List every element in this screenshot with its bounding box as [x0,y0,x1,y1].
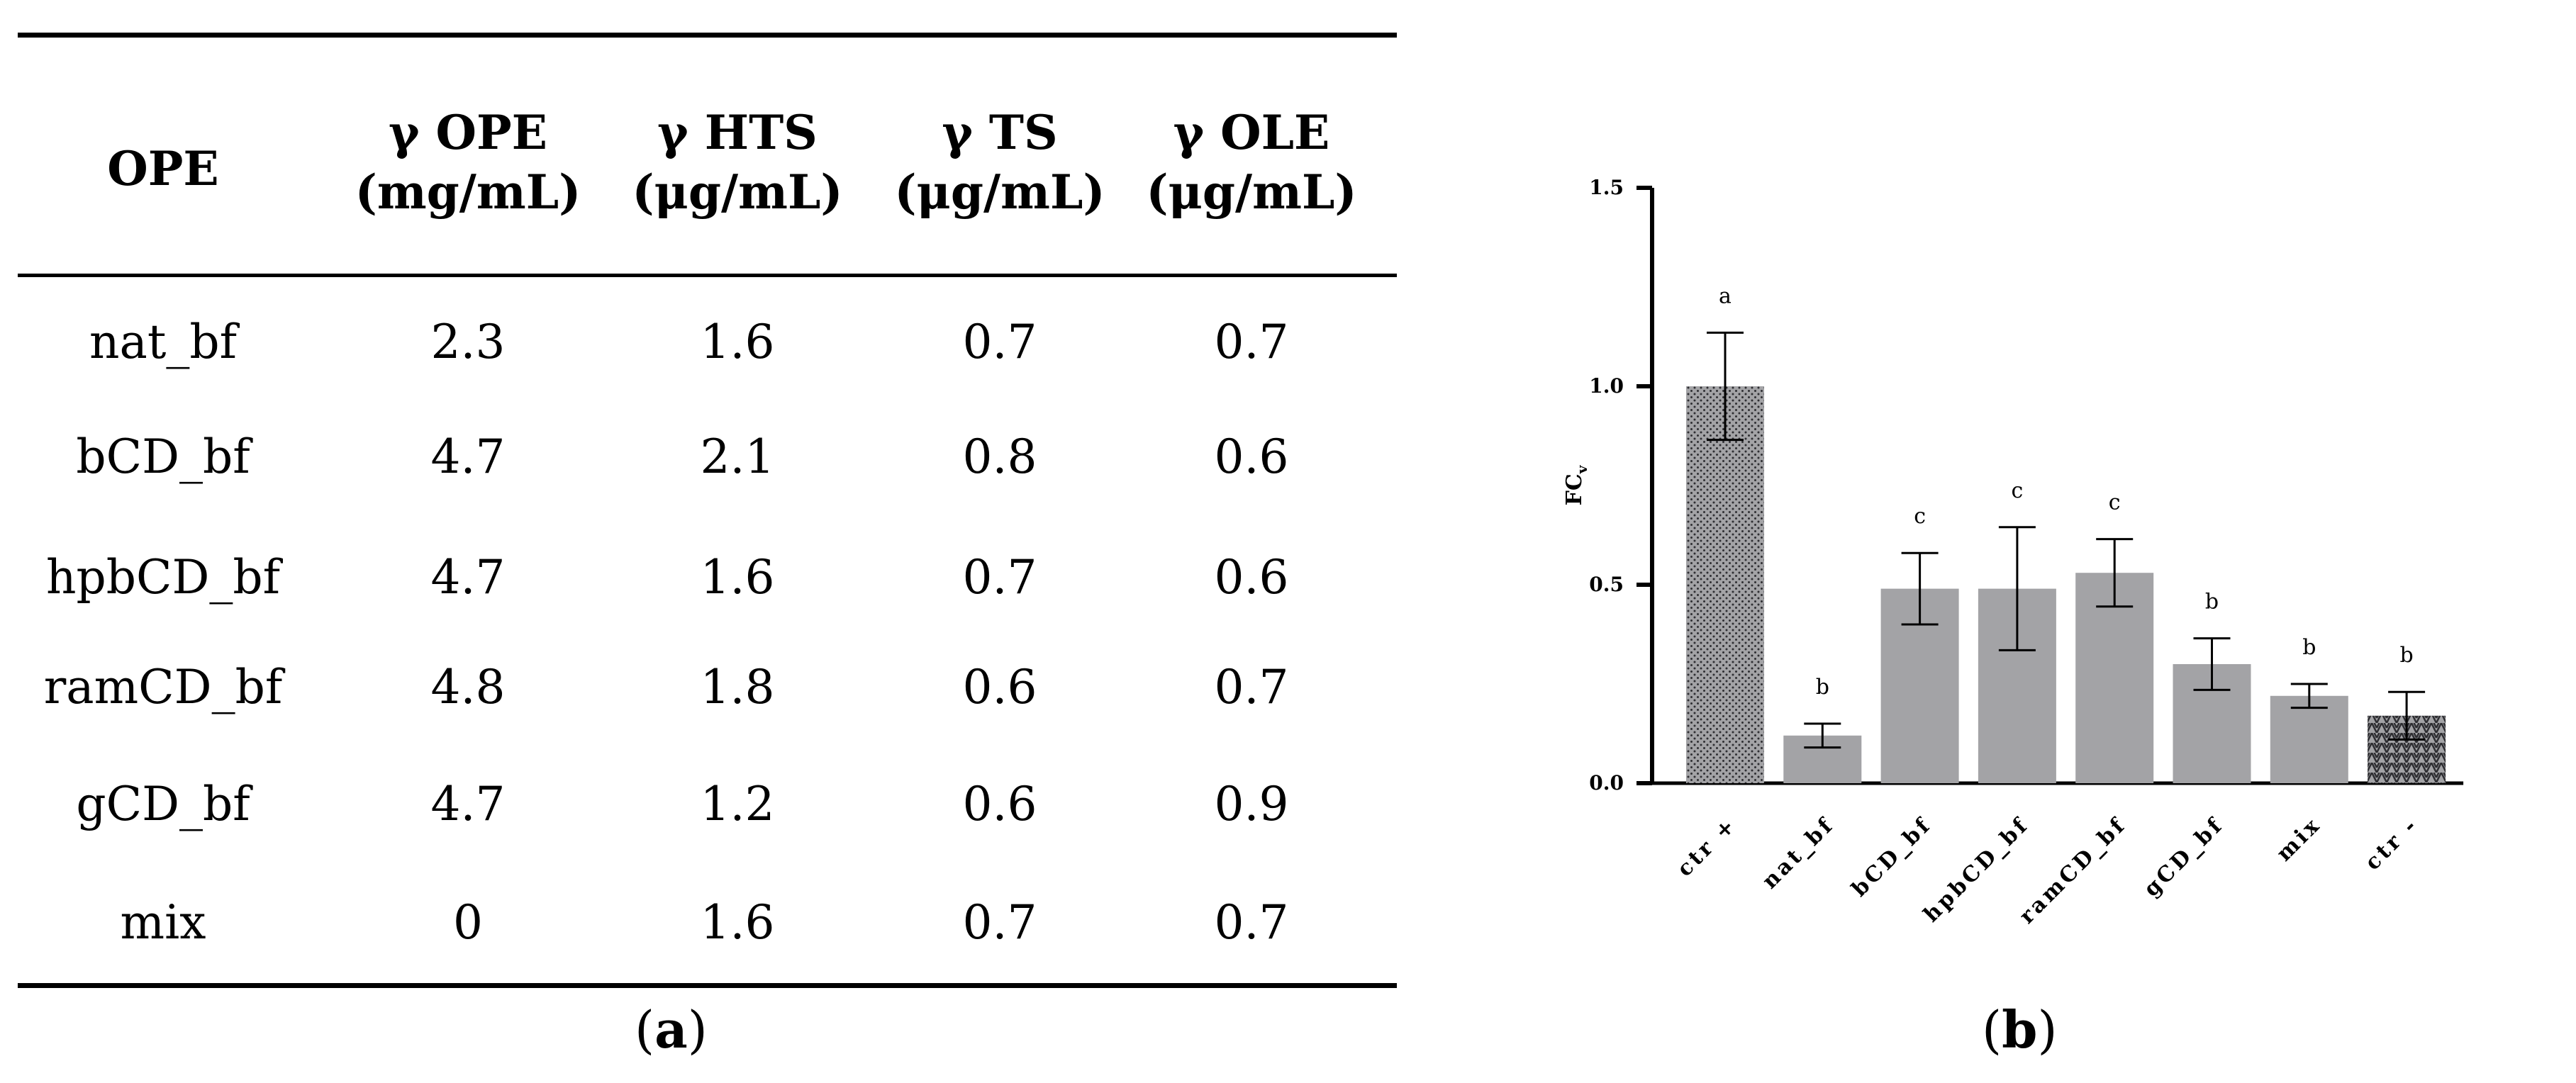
data-table: OPE γ OPE (mg/mL) γ HTS (μg/mL) γ TS (μg/mL… [18,33,1397,1060]
cell-hts: 1.6 [700,895,775,950]
table-header-rule [18,274,1397,277]
row-label: gCD_bf [76,777,250,831]
cell-ole: 0.7 [1214,895,1289,950]
cell-ts: 0.8 [962,430,1037,484]
x-tick-label: nat_bf [1758,812,1839,894]
cell-hts: 2.1 [700,430,775,484]
x-tick-label: ctr - [2360,812,2424,875]
cell-ope: 2.3 [430,315,506,369]
row-label: nat_bf [89,315,238,369]
cell-ts: 0.7 [962,550,1037,605]
caption-b: (b) [1982,999,2058,1060]
cell-ope: 0 [453,895,483,950]
cell-hts: 1.2 [700,777,775,831]
cell-hts: 1.6 [700,550,775,605]
significance-letter: b [2205,590,2219,615]
x-tick-label: ctr + [1673,812,1742,882]
caption-a: (a) [635,999,708,1060]
row-label: mix [120,895,206,950]
y-tick-label: 0.5 [1589,573,1624,596]
significance-letter: b [2399,643,2413,668]
significance-letter: c [2011,478,2023,503]
cell-ope: 4.7 [430,777,506,831]
y-tick-label: 1.0 [1589,374,1624,398]
header-gamma-ts: γ TS (μg/mL) [894,105,1105,220]
cell-ope: 4.7 [430,430,506,484]
y-tick-label: 0.0 [1589,771,1624,795]
header-gamma-ole: γ OLE (μg/mL) [1146,105,1357,220]
significance-letter: a [1719,284,1732,308]
header-gamma-hts: γ HTS (μg/mL) [632,105,843,220]
y-axis-label: FCv [1562,464,1590,505]
table-bottom-rule [18,983,1397,988]
row-label: bCD_bf [76,430,250,484]
bar [1686,386,1764,783]
header-ope: OPE [107,141,219,196]
cell-ts: 0.7 [962,895,1037,950]
cell-hts: 1.8 [700,660,775,714]
x-tick-label: bCD_bf [1847,812,1936,902]
significance-letter: b [1816,675,1829,700]
cell-ole: 0.7 [1214,660,1289,714]
cell-ope: 4.7 [430,550,506,605]
cell-ts: 0.7 [962,315,1037,369]
significance-letter: b [2302,635,2316,660]
cell-ole: 0.6 [1214,430,1289,484]
row-label: ramCD_bf [43,660,283,714]
cell-ole: 0.6 [1214,550,1289,605]
cell-ts: 0.6 [962,777,1037,831]
cell-ole: 0.7 [1214,315,1289,369]
cell-ope: 4.8 [430,660,506,714]
bar [2270,695,2348,783]
significance-letter: c [2109,490,2121,515]
significance-letter: c [1914,504,1926,529]
y-tick-label: 1.5 [1589,176,1624,199]
cell-ole: 0.9 [1214,777,1289,831]
x-tick-label: gCD_bf [2139,812,2229,902]
row-label: hpbCD_bf [45,550,281,605]
x-tick-label: mix [2272,812,2326,866]
bar [2075,573,2154,783]
cell-hts: 1.6 [700,315,775,369]
cell-ts: 0.6 [962,660,1037,714]
header-gamma-ope: γ OPE (mg/mL) [355,105,581,220]
table-top-rule [18,33,1397,38]
